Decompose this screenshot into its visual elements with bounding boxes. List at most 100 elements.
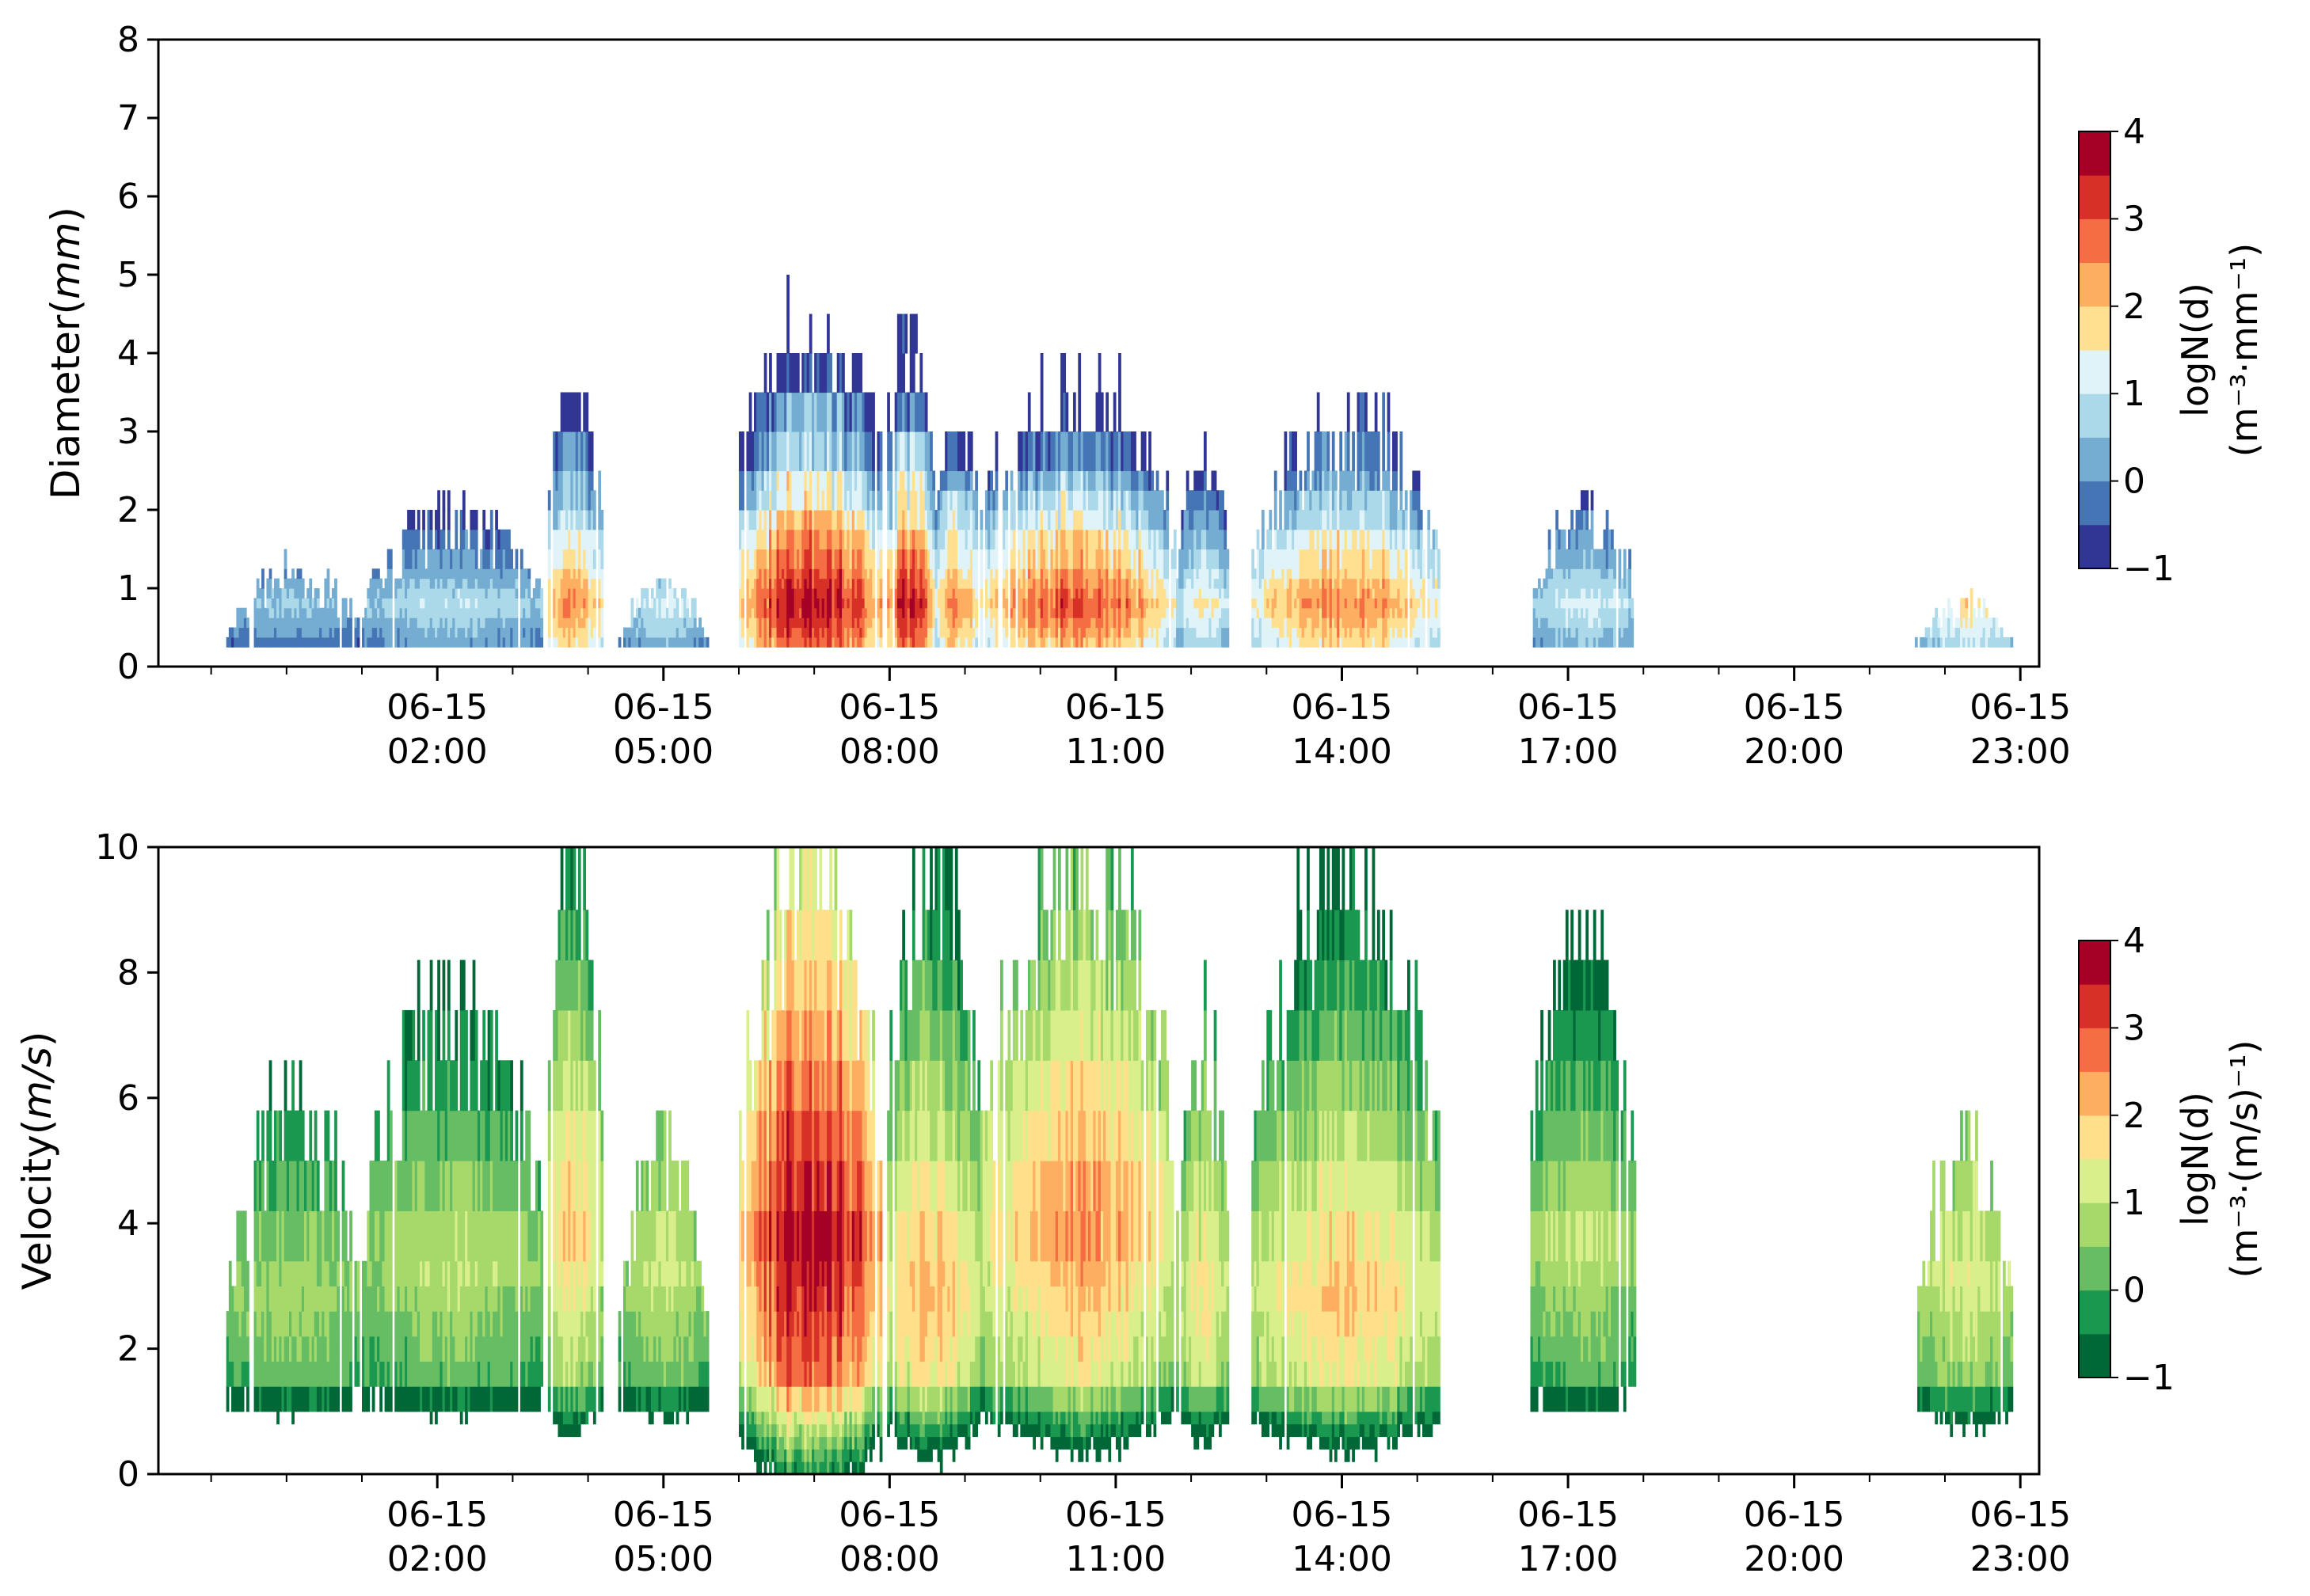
heatmap-cell — [1163, 549, 1166, 569]
heatmap-cell — [1402, 607, 1406, 618]
heatmap-cell — [809, 607, 812, 618]
heatmap-cell — [1203, 578, 1207, 589]
heatmap-cell — [424, 627, 428, 638]
heatmap-cell — [869, 529, 873, 550]
heatmap-cell — [286, 578, 290, 589]
heatmap-cell — [763, 392, 767, 432]
heatmap-cell — [796, 588, 800, 598]
heatmap-cell — [583, 470, 587, 491]
heatmap-cell — [1319, 607, 1322, 618]
heatmap-cell — [877, 490, 881, 511]
heatmap-cell — [1276, 627, 1280, 638]
heatmap-cell — [417, 568, 421, 580]
heatmap-cell — [1395, 431, 1398, 472]
heatmap-cell — [1153, 510, 1157, 530]
heatmap-cell — [1399, 618, 1403, 629]
heatmap-cell — [585, 607, 589, 618]
heatmap-cell — [911, 470, 915, 491]
heatmap-cell — [1103, 549, 1106, 569]
heatmap-cell — [877, 529, 881, 550]
heatmap-cell — [1322, 568, 1325, 580]
heatmap-cell — [673, 607, 677, 618]
heatmap-cell — [984, 578, 988, 589]
heatmap-cell — [975, 618, 978, 629]
heatmap-cell — [1226, 636, 1230, 648]
heatmap-cell — [954, 490, 958, 511]
heatmap-cell — [763, 618, 767, 629]
heatmap-cell — [590, 618, 594, 629]
heatmap-cell — [377, 568, 380, 580]
heatmap-cell — [1072, 636, 1076, 648]
heatmap-cell — [535, 578, 538, 589]
heatmap-cell — [1045, 431, 1048, 472]
heatmap-cell — [738, 549, 742, 569]
heatmap-cell — [1224, 627, 1227, 638]
heatmap-cell — [1269, 529, 1273, 550]
heatmap-cell — [766, 607, 770, 618]
heatmap-cell — [889, 490, 893, 511]
heatmap-cell — [849, 578, 853, 589]
heatmap-cell — [784, 549, 787, 569]
heatmap-cell — [412, 578, 416, 589]
heatmap-cell — [889, 529, 893, 550]
heatmap-cell — [1361, 549, 1365, 569]
heatmap-cell — [1055, 470, 1059, 491]
heatmap-cell — [1344, 588, 1348, 598]
heatmap-cell — [337, 627, 341, 638]
heatmap-cell — [1307, 578, 1310, 589]
heatmap-cell — [1264, 578, 1267, 589]
heatmap-cell — [1380, 627, 1383, 638]
heatmap-cell — [1399, 578, 1403, 589]
heatmap-cell — [268, 588, 272, 598]
heatmap-cell — [967, 549, 971, 569]
heatmap-cell — [919, 627, 923, 638]
heatmap-cell — [1035, 636, 1039, 648]
heatmap-cell — [889, 578, 893, 589]
heatmap-cell — [827, 598, 830, 609]
heatmap-cell — [1537, 607, 1541, 618]
heatmap-cell — [588, 636, 592, 648]
heatmap-cell — [896, 598, 900, 609]
heatmap-cell — [748, 568, 752, 580]
heatmap-cell — [1033, 529, 1036, 550]
heatmap-cell — [1307, 568, 1310, 580]
heatmap-cell — [791, 578, 795, 589]
heatmap-cell — [847, 529, 851, 550]
heatmap-cell — [1562, 618, 1566, 629]
heatmap-cell — [568, 598, 571, 609]
heatmap-cell — [1364, 510, 1368, 530]
heatmap-cell — [1271, 636, 1275, 648]
heatmap-cell — [1005, 568, 1009, 580]
heatmap-cell — [1161, 607, 1164, 618]
heatmap-cell — [577, 598, 581, 609]
heatmap-cell — [859, 490, 863, 511]
heatmap-cell — [1337, 529, 1340, 550]
heatmap-cell — [334, 588, 337, 598]
heatmap-cell — [1206, 549, 1209, 569]
heatmap-cell — [1106, 568, 1109, 580]
heatmap-cell — [560, 636, 564, 648]
heatmap-cell — [879, 470, 883, 491]
heatmap-cell — [1273, 598, 1277, 609]
heatmap-cell — [900, 529, 903, 550]
heatmap-cell — [1143, 588, 1147, 598]
heatmap-cell — [786, 549, 790, 569]
heatmap-cell — [1303, 470, 1307, 491]
heatmap-cell — [869, 392, 873, 432]
heatmap-cell — [1344, 578, 1348, 589]
heatmap-cell — [778, 392, 782, 432]
heatmap-cell — [1133, 607, 1136, 618]
heatmap-cell — [1216, 578, 1220, 589]
heatmap-cell — [945, 470, 948, 491]
heatmap-cell — [995, 510, 999, 530]
heatmap-cell — [512, 636, 516, 648]
heatmap-cell — [437, 510, 440, 530]
heatmap-cell — [814, 470, 817, 491]
heatmap-cell — [992, 607, 996, 618]
heatmap-cell — [811, 392, 815, 432]
heatmap-cell — [472, 549, 476, 569]
heatmap-cell — [900, 470, 903, 491]
heatmap-cell — [1543, 607, 1547, 618]
heatmap-cell — [384, 607, 388, 618]
heatmap-cell — [226, 636, 230, 648]
